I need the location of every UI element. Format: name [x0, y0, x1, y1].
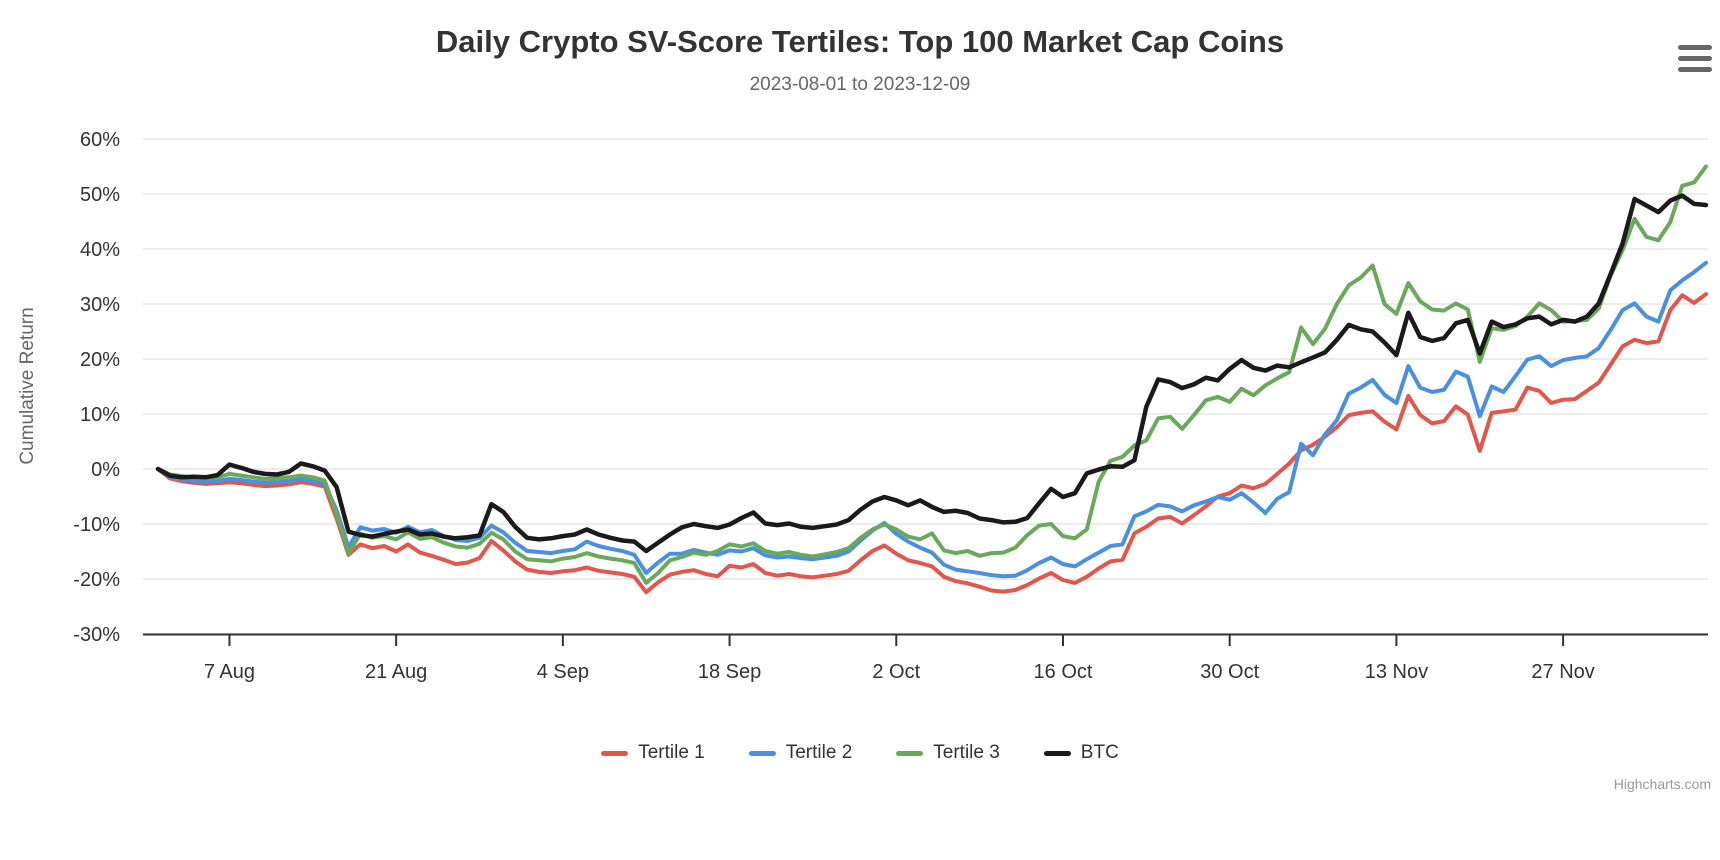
gridlines	[143, 138, 1708, 635]
legend-item-tertile-1[interactable]: Tertile 1	[601, 742, 705, 764]
x-tick-label: 2 Oct	[872, 661, 920, 683]
y-tick-label: 60%	[80, 129, 120, 151]
x-tick-label: 21 Aug	[365, 661, 427, 683]
x-tick-label: 18 Sep	[698, 661, 761, 683]
legend-label: Tertile 2	[785, 742, 853, 763]
series-line-tertile-3[interactable]	[156, 164, 1708, 585]
legend-item-btc[interactable]: BTC	[1043, 742, 1119, 764]
legend-label: Tertile 1	[638, 742, 705, 763]
tertile-2-line-swatch-icon	[748, 750, 776, 756]
btc-line-swatch-icon	[1043, 750, 1071, 756]
hamburger-icon	[1678, 56, 1712, 61]
y-tick-label: 30%	[80, 294, 120, 316]
x-tick-label: 30 Oct	[1200, 661, 1259, 683]
x-tick-label: 13 Nov	[1365, 661, 1428, 683]
y-axis-title: Cumulative Return	[17, 307, 38, 464]
hamburger-icon	[1678, 67, 1712, 72]
legend-label: Tertile 3	[933, 742, 1000, 763]
x-tick-label: 27 Nov	[1531, 661, 1594, 683]
series-lines	[155, 164, 1709, 595]
x-tick-label: 4 Sep	[537, 661, 589, 683]
y-tick-label: -20%	[73, 569, 120, 591]
series-line-tertile-1[interactable]	[156, 292, 1708, 595]
tertile-3-line-swatch-icon	[896, 750, 924, 756]
y-tick-label: 20%	[80, 349, 120, 371]
x-tick-label: 16 Oct	[1034, 661, 1093, 683]
x-tick-label: 7 Aug	[204, 661, 255, 683]
y-tick-label: 40%	[80, 239, 120, 261]
x-axis: 7 Aug 21 Aug 4 Sep 18 Sep 2 Oct 16 Oct 30 Oct 1…	[143, 633, 1708, 683]
y-tick-label: -10%	[73, 514, 120, 536]
tertile-1-line-swatch-icon	[601, 750, 629, 756]
legend-label: BTC	[1080, 742, 1119, 763]
y-tick-label: 50%	[80, 184, 120, 206]
chart-subtitle: 2023-08-01 to 2023-12-09	[749, 74, 971, 95]
series-line-btc[interactable]	[155, 193, 1709, 554]
y-tick-label: 0%	[91, 459, 120, 481]
y-axis-labels: 60% 50% 40% 30% 20% 10% 0% -10% -20% -30%	[73, 129, 120, 646]
legend-item-tertile-3[interactable]: Tertile 3	[896, 742, 1000, 764]
y-tick-label: -30%	[73, 624, 120, 646]
legend-item-tertile-2[interactable]: Tertile 2	[748, 742, 853, 764]
y-tick-label: 10%	[80, 404, 120, 426]
export-menu-button[interactable]	[1678, 45, 1712, 72]
hamburger-icon	[1678, 45, 1712, 50]
series-line-tertile-2[interactable]	[156, 260, 1708, 579]
legend: Tertile 1 Tertile 2 Tertile 3 BTC	[0, 742, 1720, 764]
chart-title: Daily Crypto SV-Score Tertiles: Top 100 …	[435, 24, 1285, 59]
highcharts-credit[interactable]: Highcharts.com	[1613, 776, 1711, 792]
